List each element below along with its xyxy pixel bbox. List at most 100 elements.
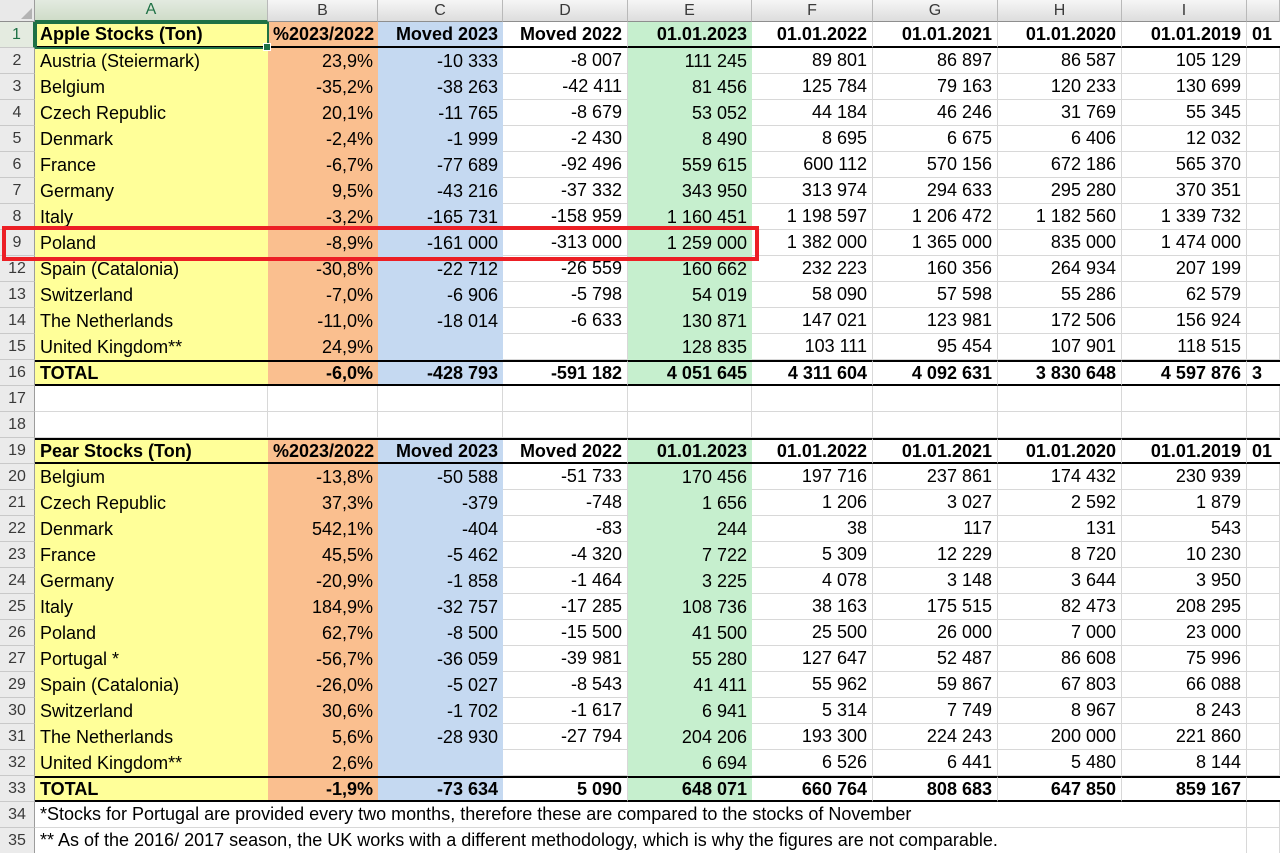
column-header-partial[interactable] xyxy=(1247,0,1280,22)
value-cell[interactable]: 193 300 xyxy=(752,724,873,750)
value-cell[interactable]: 3 027 xyxy=(873,490,998,516)
value-cell[interactable]: 1 474 000 xyxy=(1122,230,1247,256)
value-cell[interactable]: 89 801 xyxy=(752,48,873,74)
value-cell[interactable]: 26 000 xyxy=(873,620,998,646)
value-cell[interactable]: -83 xyxy=(503,516,628,542)
total-value-cell[interactable]: 808 683 xyxy=(873,776,998,802)
empty-cell[interactable] xyxy=(35,412,268,438)
value-cell[interactable]: -161 000 xyxy=(378,230,503,256)
column-header-cell[interactable]: 01.01.2021 xyxy=(873,438,998,464)
total-value-cell[interactable]: -6,0% xyxy=(268,360,378,386)
row-header[interactable]: 25 xyxy=(0,594,35,620)
value-cell[interactable]: 45,5% xyxy=(268,542,378,568)
value-cell[interactable]: 38 xyxy=(752,516,873,542)
value-cell[interactable]: 232 223 xyxy=(752,256,873,282)
row-header[interactable]: 23 xyxy=(0,542,35,568)
value-cell[interactable]: -56,7% xyxy=(268,646,378,672)
value-cell[interactable]: 8 144 xyxy=(1122,750,1247,776)
value-cell[interactable]: -1 858 xyxy=(378,568,503,594)
value-cell[interactable]: 1 198 597 xyxy=(752,204,873,230)
value-cell[interactable]: 3 225 xyxy=(628,568,752,594)
value-cell[interactable] xyxy=(1247,464,1280,490)
value-cell[interactable]: -158 959 xyxy=(503,204,628,230)
footnote-cell[interactable]: ** As of the 2016/ 2017 season, the UK w… xyxy=(35,828,1247,853)
value-cell[interactable] xyxy=(378,750,503,776)
value-cell[interactable]: 57 598 xyxy=(873,282,998,308)
country-cell[interactable]: Belgium xyxy=(35,464,268,490)
country-cell[interactable]: Denmark xyxy=(35,126,268,152)
row-header[interactable]: 27 xyxy=(0,646,35,672)
country-cell[interactable]: Belgium xyxy=(35,74,268,100)
value-cell[interactable]: -8,9% xyxy=(268,230,378,256)
value-cell[interactable]: 1 365 000 xyxy=(873,230,998,256)
total-value-cell[interactable]: 660 764 xyxy=(752,776,873,802)
value-cell[interactable] xyxy=(1247,646,1280,672)
value-cell[interactable] xyxy=(1247,126,1280,152)
value-cell[interactable]: 8 490 xyxy=(628,126,752,152)
value-cell[interactable]: 55 286 xyxy=(998,282,1122,308)
value-cell[interactable]: 1 656 xyxy=(628,490,752,516)
value-cell[interactable] xyxy=(1247,594,1280,620)
value-cell[interactable]: -1 464 xyxy=(503,568,628,594)
value-cell[interactable]: 184,9% xyxy=(268,594,378,620)
value-cell[interactable]: 156 924 xyxy=(1122,308,1247,334)
value-cell[interactable]: 62,7% xyxy=(268,620,378,646)
value-cell[interactable]: 5,6% xyxy=(268,724,378,750)
table-title-cell[interactable]: Pear Stocks (Ton) xyxy=(35,438,268,464)
empty-cell[interactable] xyxy=(628,412,752,438)
value-cell[interactable]: 59 867 xyxy=(873,672,998,698)
value-cell[interactable]: 79 163 xyxy=(873,74,998,100)
value-cell[interactable]: 2,6% xyxy=(268,750,378,776)
column-header-cell[interactable]: 01.01.2022 xyxy=(752,438,873,464)
value-cell[interactable]: 7 749 xyxy=(873,698,998,724)
column-header-cell[interactable]: Moved 2022 xyxy=(503,438,628,464)
value-cell[interactable]: -22 712 xyxy=(378,256,503,282)
value-cell[interactable] xyxy=(1247,516,1280,542)
value-cell[interactable]: 95 454 xyxy=(873,334,998,360)
empty-cell[interactable] xyxy=(1122,412,1247,438)
row-header[interactable]: 14 xyxy=(0,308,35,334)
empty-cell[interactable] xyxy=(998,412,1122,438)
column-header-cell[interactable]: %2023/2022 xyxy=(268,22,378,48)
value-cell[interactable]: -35,2% xyxy=(268,74,378,100)
value-cell[interactable]: 58 090 xyxy=(752,282,873,308)
value-cell[interactable]: -11 765 xyxy=(378,100,503,126)
value-cell[interactable]: -1 702 xyxy=(378,698,503,724)
value-cell[interactable] xyxy=(1247,750,1280,776)
empty-cell[interactable] xyxy=(1247,386,1280,412)
value-cell[interactable]: -39 981 xyxy=(503,646,628,672)
value-cell[interactable]: 41 411 xyxy=(628,672,752,698)
value-cell[interactable]: 543 xyxy=(1122,516,1247,542)
column-header-cell[interactable]: 01.01.2019 xyxy=(1122,22,1247,48)
country-cell[interactable]: Italy xyxy=(35,204,268,230)
country-cell[interactable]: Spain (Catalonia) xyxy=(35,256,268,282)
value-cell[interactable]: 6 406 xyxy=(998,126,1122,152)
value-cell[interactable]: -28 930 xyxy=(378,724,503,750)
value-cell[interactable] xyxy=(1247,230,1280,256)
value-cell[interactable]: -8 543 xyxy=(503,672,628,698)
value-cell[interactable]: 6 675 xyxy=(873,126,998,152)
country-cell[interactable]: Germany xyxy=(35,178,268,204)
value-cell[interactable]: -6 633 xyxy=(503,308,628,334)
value-cell[interactable]: 54 019 xyxy=(628,282,752,308)
row-header[interactable]: 33 xyxy=(0,776,35,802)
value-cell[interactable]: 9,5% xyxy=(268,178,378,204)
row-header[interactable]: 29 xyxy=(0,672,35,698)
value-cell[interactable]: 170 456 xyxy=(628,464,752,490)
value-cell[interactable]: 672 186 xyxy=(998,152,1122,178)
row-header[interactable]: 16 xyxy=(0,360,35,386)
row-header[interactable]: 9 xyxy=(0,230,35,256)
value-cell[interactable]: 570 156 xyxy=(873,152,998,178)
value-cell[interactable]: 86 608 xyxy=(998,646,1122,672)
column-header-cell[interactable]: %2023/2022 xyxy=(268,438,378,464)
empty-cell[interactable] xyxy=(1247,802,1280,828)
value-cell[interactable]: -43 216 xyxy=(378,178,503,204)
value-cell[interactable]: 174 432 xyxy=(998,464,1122,490)
select-all-corner[interactable] xyxy=(0,0,35,22)
value-cell[interactable]: 82 473 xyxy=(998,594,1122,620)
value-cell[interactable]: 8 967 xyxy=(998,698,1122,724)
value-cell[interactable]: -37 332 xyxy=(503,178,628,204)
country-cell[interactable]: Italy xyxy=(35,594,268,620)
row-header[interactable]: 32 xyxy=(0,750,35,776)
value-cell[interactable]: 3 950 xyxy=(1122,568,1247,594)
